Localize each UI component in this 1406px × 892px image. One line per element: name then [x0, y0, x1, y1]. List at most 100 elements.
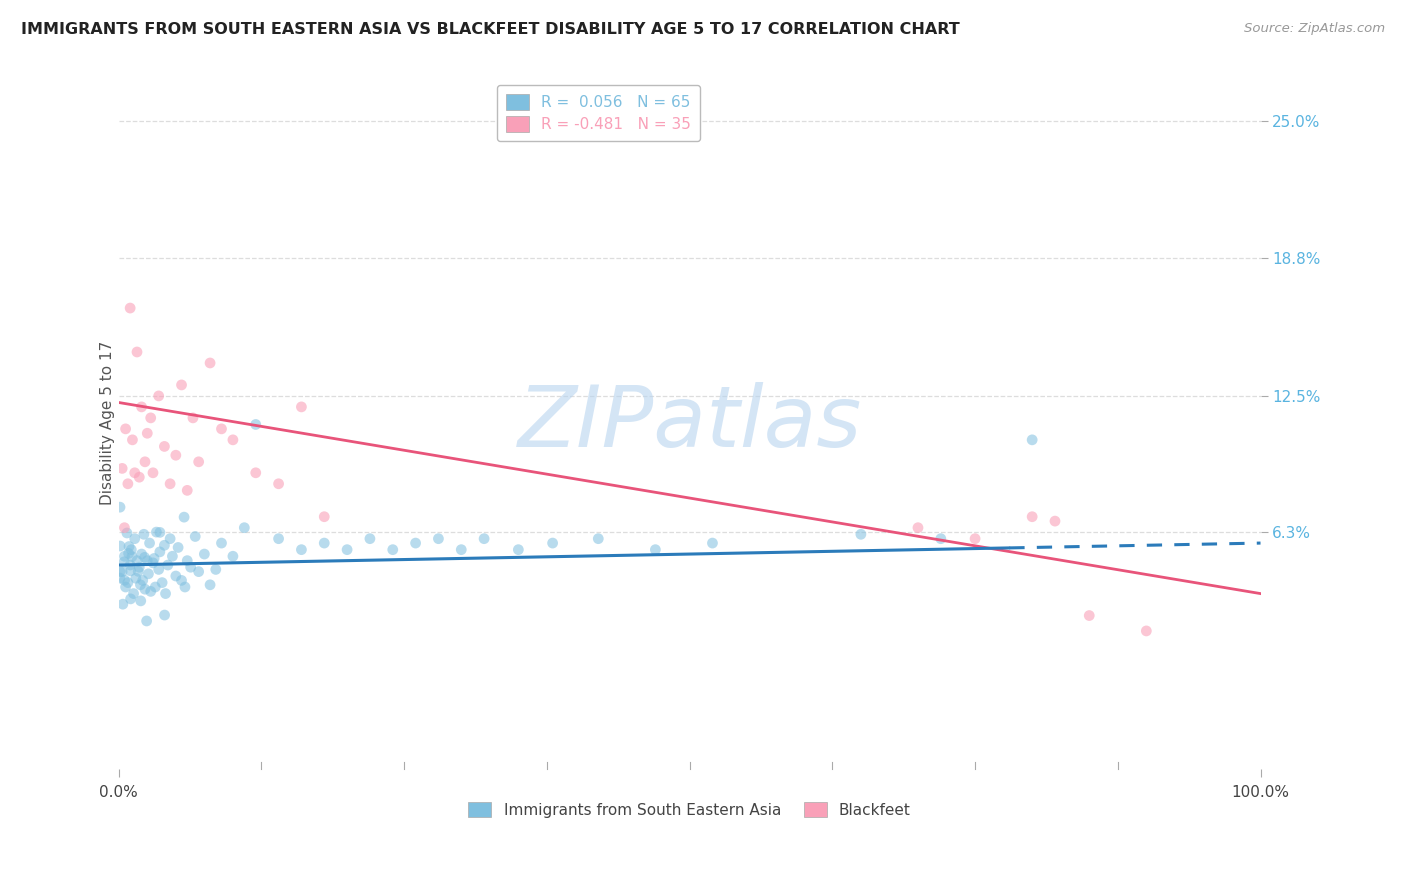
Point — [127, 565, 149, 579]
Point — [222, 549, 245, 564]
Point — [112, 555, 135, 569]
Point — [136, 426, 159, 441]
Point — [245, 466, 267, 480]
Point — [121, 549, 143, 564]
Point — [143, 580, 166, 594]
Point — [165, 448, 187, 462]
Point — [139, 410, 162, 425]
Point — [136, 554, 159, 568]
Point — [111, 565, 134, 579]
Point — [180, 560, 202, 574]
Point — [472, 532, 495, 546]
Point — [159, 476, 181, 491]
Point — [134, 582, 156, 597]
Point — [290, 542, 312, 557]
Point — [118, 540, 141, 554]
Point — [117, 476, 139, 491]
Point — [114, 580, 136, 594]
Point — [120, 591, 142, 606]
Point — [121, 433, 143, 447]
Point — [124, 532, 146, 546]
Point — [135, 614, 157, 628]
Point — [124, 466, 146, 480]
Point — [174, 580, 197, 594]
Point — [145, 525, 167, 540]
Point — [120, 542, 142, 557]
Point — [156, 558, 179, 572]
Point — [148, 562, 170, 576]
Point — [187, 455, 209, 469]
Point — [162, 549, 184, 564]
Point — [450, 542, 472, 557]
Point — [111, 461, 134, 475]
Point — [111, 597, 134, 611]
Text: IMMIGRANTS FROM SOUTH EASTERN ASIA VS BLACKFEET DISABILITY AGE 5 TO 17 CORRELATI: IMMIGRANTS FROM SOUTH EASTERN ASIA VS BL… — [21, 22, 960, 37]
Point — [165, 569, 187, 583]
Point — [184, 529, 207, 543]
Point — [198, 356, 221, 370]
Y-axis label: Disability Age 5 to 17: Disability Age 5 to 17 — [100, 342, 115, 506]
Legend: Immigrants from South Eastern Asia, Blackfeet: Immigrants from South Eastern Asia, Blac… — [463, 796, 917, 824]
Point — [153, 538, 176, 552]
Point — [181, 410, 204, 425]
Point — [128, 560, 150, 574]
Point — [114, 422, 136, 436]
Point — [120, 558, 142, 572]
Point — [929, 532, 952, 546]
Point — [148, 389, 170, 403]
Point — [508, 542, 530, 557]
Point — [907, 521, 929, 535]
Point — [131, 547, 153, 561]
Point — [114, 521, 136, 535]
Point — [290, 400, 312, 414]
Point — [142, 466, 165, 480]
Point — [1021, 509, 1043, 524]
Point — [176, 554, 198, 568]
Point — [108, 539, 131, 553]
Point — [427, 532, 450, 546]
Point — [117, 575, 139, 590]
Point — [143, 551, 166, 566]
Point — [187, 565, 209, 579]
Point — [211, 536, 233, 550]
Point — [138, 566, 160, 581]
Point — [267, 532, 290, 546]
Point — [541, 536, 564, 550]
Point — [108, 565, 131, 579]
Point — [114, 573, 136, 587]
Text: Source: ZipAtlas.com: Source: ZipAtlas.com — [1244, 22, 1385, 36]
Point — [267, 476, 290, 491]
Point — [142, 556, 165, 570]
Point — [170, 574, 193, 588]
Point — [381, 542, 404, 557]
Point — [314, 536, 336, 550]
Point — [211, 422, 233, 436]
Point — [108, 500, 131, 515]
Point — [114, 549, 136, 564]
Point — [155, 586, 177, 600]
Point — [644, 542, 666, 557]
Point — [405, 536, 427, 550]
Point — [1043, 514, 1066, 528]
Point — [134, 455, 156, 469]
Point — [204, 562, 226, 576]
Point — [117, 546, 139, 560]
Point — [193, 547, 215, 561]
Point — [131, 400, 153, 414]
Point — [132, 574, 155, 588]
Point — [176, 483, 198, 498]
Point — [150, 575, 173, 590]
Point — [129, 594, 152, 608]
Point — [125, 571, 148, 585]
Point — [122, 586, 145, 600]
Point — [1135, 624, 1157, 638]
Point — [149, 525, 172, 540]
Point — [336, 542, 359, 557]
Point — [115, 526, 138, 541]
Point — [588, 532, 610, 546]
Point — [167, 541, 190, 555]
Point — [170, 378, 193, 392]
Point — [128, 470, 150, 484]
Point — [702, 536, 724, 550]
Point — [132, 527, 155, 541]
